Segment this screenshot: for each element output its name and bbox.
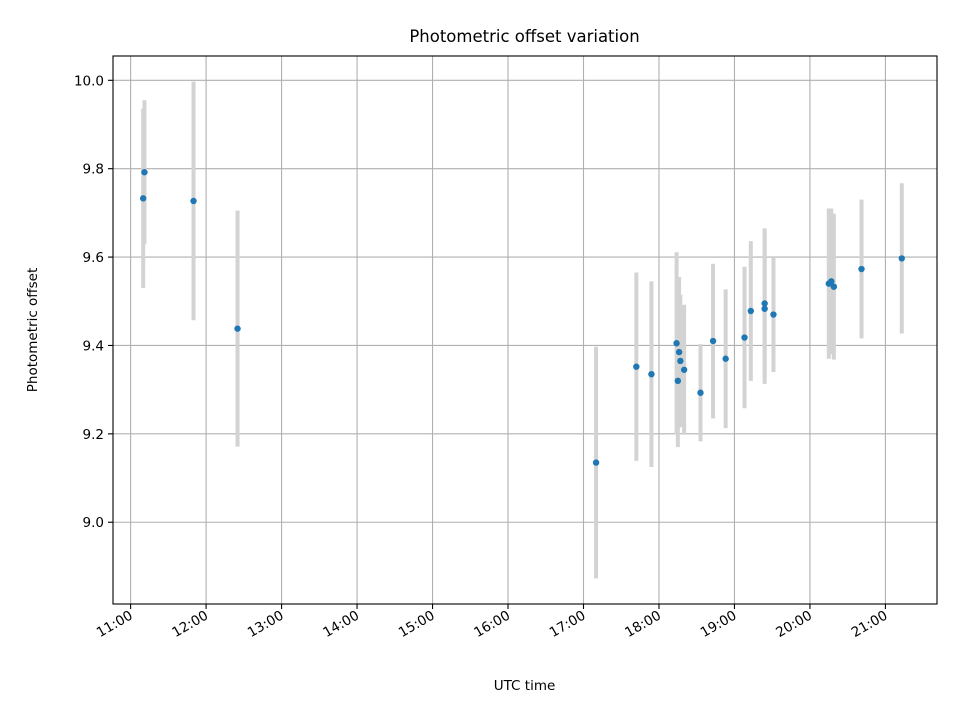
data-point <box>898 255 905 262</box>
data-points <box>139 169 905 466</box>
data-point <box>741 334 748 341</box>
data-point <box>761 300 768 307</box>
data-point <box>141 169 148 176</box>
data-point <box>709 337 717 345</box>
data-point <box>747 307 755 315</box>
data-point <box>648 370 655 378</box>
data-point <box>677 357 684 365</box>
data-point <box>234 325 241 332</box>
data-point <box>592 459 600 466</box>
y-tick-label: 9.0 <box>83 515 104 531</box>
data-point <box>770 311 777 318</box>
y-tick-label: 9.4 <box>83 338 104 354</box>
data-point <box>673 340 680 347</box>
data-point <box>190 197 197 205</box>
data-point <box>139 195 147 202</box>
y-axis-label: Photometric offset <box>25 268 41 392</box>
data-point <box>722 355 729 362</box>
y-tick-label: 9.2 <box>83 427 104 443</box>
data-point <box>674 377 682 385</box>
x-axis-label: UTC time <box>494 678 556 694</box>
data-point <box>830 283 838 290</box>
data-point <box>697 389 704 396</box>
chart-title: Photometric offset variation <box>409 27 639 46</box>
y-tick-label: 9.8 <box>83 162 104 178</box>
data-point <box>675 348 683 356</box>
data-point <box>633 363 640 370</box>
data-point <box>680 366 688 373</box>
plot-frame <box>112 55 938 605</box>
data-point <box>828 278 835 285</box>
y-tick-label: 10.0 <box>74 73 104 89</box>
data-point <box>858 265 865 273</box>
y-tick-label: 9.6 <box>83 250 104 266</box>
data-point <box>761 305 768 312</box>
grid <box>113 56 937 604</box>
